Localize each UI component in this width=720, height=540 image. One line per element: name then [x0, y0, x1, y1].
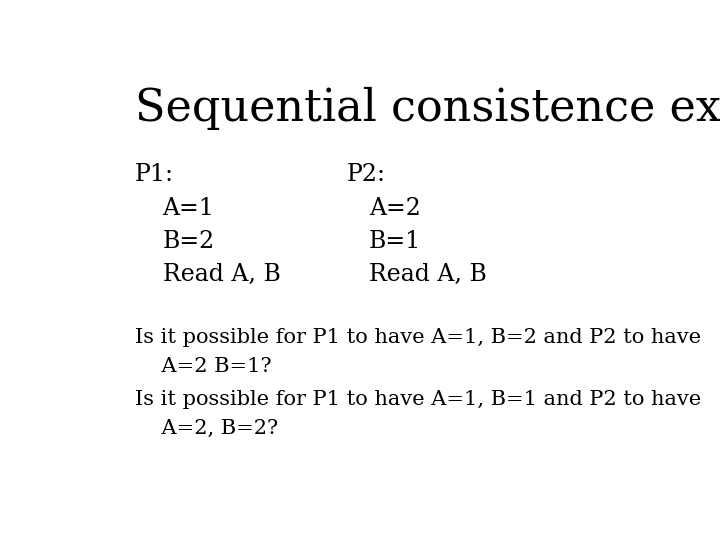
- Text: B=1: B=1: [369, 230, 421, 253]
- Text: Read A, B: Read A, B: [163, 264, 280, 286]
- Text: Is it possible for P1 to have A=1, B=1 and P2 to have: Is it possible for P1 to have A=1, B=1 a…: [135, 390, 701, 409]
- Text: Sequential consistence example: Sequential consistence example: [135, 87, 720, 130]
- Text: A=1: A=1: [163, 197, 215, 220]
- Text: A=2: A=2: [369, 197, 421, 220]
- Text: B=2: B=2: [163, 230, 215, 253]
- Text: Read A, B: Read A, B: [369, 264, 487, 286]
- Text: P2:: P2:: [347, 164, 386, 186]
- Text: A=2 B=1?: A=2 B=1?: [135, 357, 271, 376]
- Text: Is it possible for P1 to have A=1, B=2 and P2 to have: Is it possible for P1 to have A=1, B=2 a…: [135, 328, 701, 347]
- Text: A=2, B=2?: A=2, B=2?: [135, 419, 278, 438]
- Text: P1:: P1:: [135, 164, 174, 186]
